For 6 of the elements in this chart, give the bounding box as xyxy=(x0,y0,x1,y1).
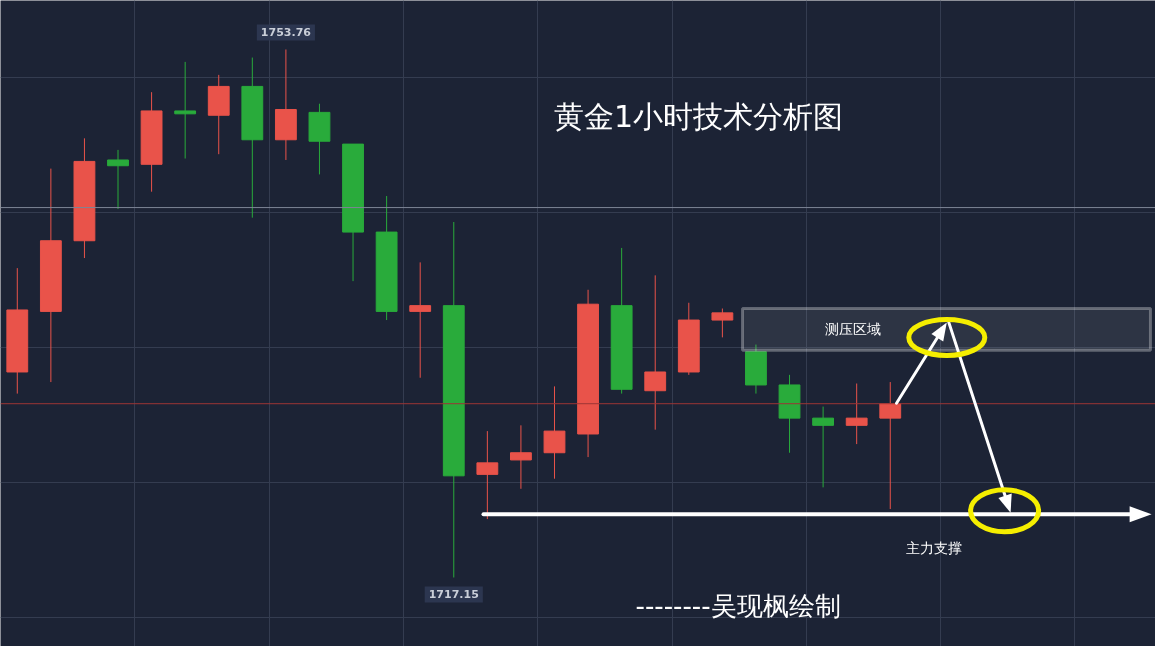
text: 1753.76 xyxy=(260,26,312,40)
ref-line-label: 主力支撑 xyxy=(905,539,962,556)
text: --------吴现枫绘制 xyxy=(635,590,841,621)
text: 黄金1小时技术分析图 xyxy=(553,99,844,134)
band-label: 测压区域 xyxy=(825,321,882,338)
text: 1717.15 xyxy=(428,588,479,602)
